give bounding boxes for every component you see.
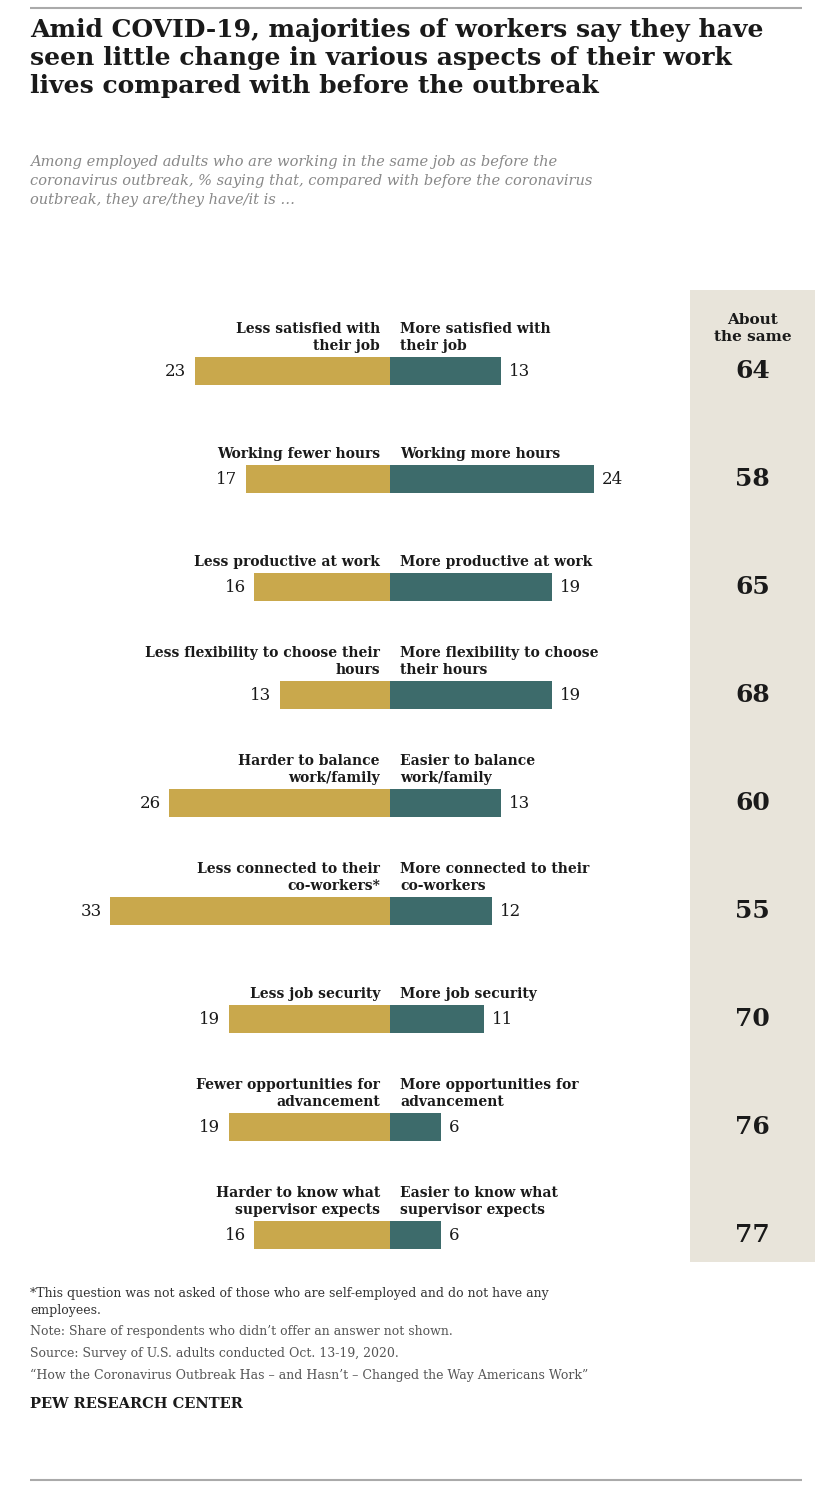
Text: Source: Survey of U.S. adults conducted Oct. 13-19, 2020.: Source: Survey of U.S. adults conducted … <box>30 1347 399 1361</box>
Text: 26: 26 <box>140 795 161 812</box>
Bar <box>390 1113 441 1141</box>
Text: Harder to know what
supervisor expects: Harder to know what supervisor expects <box>215 1186 380 1217</box>
Text: More productive at work: More productive at work <box>400 555 592 568</box>
Text: More connected to their
co-workers: More connected to their co-workers <box>400 862 589 894</box>
Text: “How the Coronavirus Outbreak Has – and Hasn’t – Changed the Way Americans Work”: “How the Coronavirus Outbreak Has – and … <box>30 1370 588 1382</box>
Text: 76: 76 <box>735 1115 770 1138</box>
Text: 65: 65 <box>735 574 770 598</box>
Text: 16: 16 <box>225 1226 246 1243</box>
Text: *This question was not asked of those who are self-employed and do not have any
: *This question was not asked of those wh… <box>30 1288 549 1317</box>
Bar <box>390 357 501 385</box>
Bar <box>390 897 492 925</box>
Text: 24: 24 <box>602 470 623 488</box>
Text: 55: 55 <box>735 900 770 924</box>
Text: 12: 12 <box>500 903 522 919</box>
Bar <box>390 573 552 601</box>
Bar <box>390 1006 483 1032</box>
Text: 23: 23 <box>166 363 186 379</box>
Text: Harder to balance
work/family: Harder to balance work/family <box>239 755 380 785</box>
Text: 64: 64 <box>735 360 770 383</box>
Bar <box>110 897 390 925</box>
Text: 19: 19 <box>559 686 581 704</box>
Text: 11: 11 <box>492 1010 513 1028</box>
Text: 17: 17 <box>216 470 237 488</box>
Bar <box>390 680 552 709</box>
Text: About
the same: About the same <box>714 313 791 343</box>
Text: 68: 68 <box>735 683 770 707</box>
Text: PEW RESEARCH CENTER: PEW RESEARCH CENTER <box>30 1397 243 1411</box>
Text: 60: 60 <box>735 791 770 815</box>
Text: Less satisfied with
their job: Less satisfied with their job <box>235 322 380 354</box>
Bar <box>390 466 594 492</box>
Text: 13: 13 <box>250 686 271 704</box>
Text: 16: 16 <box>225 579 246 595</box>
Text: Working more hours: Working more hours <box>400 448 560 461</box>
Text: Less connected to their
co-workers*: Less connected to their co-workers* <box>197 862 380 894</box>
Text: 6: 6 <box>449 1226 459 1243</box>
Text: 33: 33 <box>80 903 102 919</box>
Bar <box>245 466 390 492</box>
Bar <box>195 357 390 385</box>
Text: Amid COVID-19, majorities of workers say they have
seen little change in various: Amid COVID-19, majorities of workers say… <box>30 18 764 97</box>
Text: Note: Share of respondents who didn’t offer an answer not shown.: Note: Share of respondents who didn’t of… <box>30 1325 453 1338</box>
Text: More flexibility to choose
their hours: More flexibility to choose their hours <box>400 646 598 677</box>
Text: Less flexibility to choose their
hours: Less flexibility to choose their hours <box>145 646 380 677</box>
Text: 58: 58 <box>735 467 770 491</box>
Text: 77: 77 <box>735 1223 770 1247</box>
Text: 19: 19 <box>200 1010 220 1028</box>
Bar <box>254 573 390 601</box>
Text: 70: 70 <box>735 1007 770 1031</box>
Text: Among employed adults who are working in the same job as before the
coronavirus : Among employed adults who are working in… <box>30 155 592 207</box>
Text: Less job security: Less job security <box>250 988 380 1001</box>
Text: 6: 6 <box>449 1119 459 1135</box>
Bar <box>390 789 501 818</box>
Bar <box>169 789 390 818</box>
Text: More job security: More job security <box>400 988 537 1001</box>
Bar <box>229 1113 390 1141</box>
Text: More satisfied with
their job: More satisfied with their job <box>400 322 551 354</box>
Text: Easier to balance
work/family: Easier to balance work/family <box>400 755 535 785</box>
Bar <box>280 680 390 709</box>
Bar <box>390 1220 441 1249</box>
Bar <box>229 1006 390 1032</box>
Text: Easier to know what
supervisor expects: Easier to know what supervisor expects <box>400 1186 558 1217</box>
Bar <box>254 1220 390 1249</box>
Text: 19: 19 <box>200 1119 220 1135</box>
Text: 13: 13 <box>508 795 530 812</box>
Text: 19: 19 <box>559 579 581 595</box>
Text: Less productive at work: Less productive at work <box>194 555 380 568</box>
Text: 13: 13 <box>508 363 530 379</box>
Text: More opportunities for
advancement: More opportunities for advancement <box>400 1079 578 1109</box>
Text: Working fewer hours: Working fewer hours <box>217 448 380 461</box>
Text: Fewer opportunities for
advancement: Fewer opportunities for advancement <box>196 1079 380 1109</box>
Bar <box>690 289 815 1262</box>
